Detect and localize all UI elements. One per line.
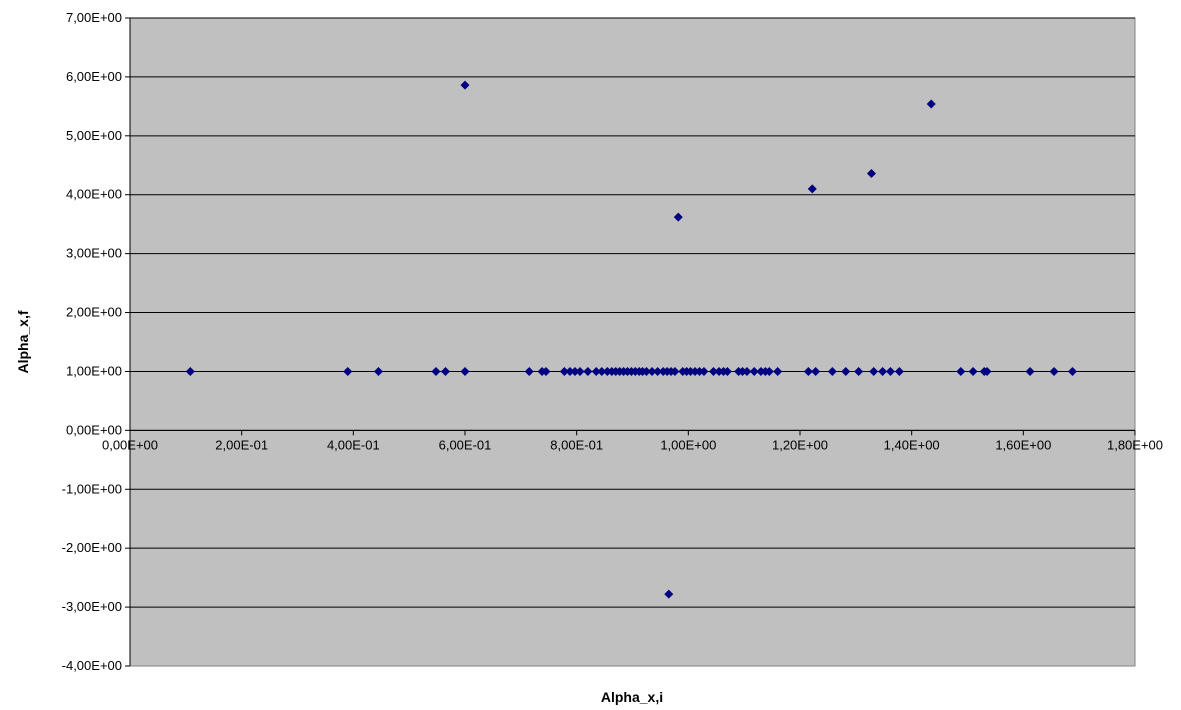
y-tick-label: -1,00E+00 xyxy=(62,481,122,496)
data-point xyxy=(343,366,353,376)
data-point xyxy=(764,366,774,376)
data-point xyxy=(1049,366,1059,376)
data-point xyxy=(699,366,709,376)
x-tick-label: 1,80E+00 xyxy=(1107,437,1163,452)
y-tick-label: 1,00E+00 xyxy=(66,363,122,378)
x-tick-label: 4,00E-01 xyxy=(327,437,380,452)
data-point xyxy=(373,366,383,376)
data-point xyxy=(803,366,813,376)
data-point xyxy=(460,80,470,90)
data-point xyxy=(559,366,569,376)
y-tick-label: 3,00E+00 xyxy=(66,246,122,261)
data-point xyxy=(664,589,674,599)
y-tick-label: 5,00E+00 xyxy=(66,128,122,143)
data-point xyxy=(565,366,575,376)
x-axis-ticks: 0,00E+00 2,00E-01 4,00E-01 6,00E-01 8,00E-01… xyxy=(102,429,1163,452)
data-point xyxy=(885,366,895,376)
x-tick-label: 1,60E+00 xyxy=(995,437,1051,452)
data-point xyxy=(894,366,904,376)
data-point xyxy=(807,184,817,194)
x-tick-label: 6,00E-01 xyxy=(439,437,492,452)
x-tick-label: 0,00E+00 xyxy=(102,437,158,452)
data-point xyxy=(670,366,680,376)
data-point xyxy=(597,366,607,376)
data-point xyxy=(575,366,585,376)
data-point xyxy=(982,366,992,376)
y-tick-label: 6,00E+00 xyxy=(66,69,122,84)
data-point xyxy=(431,366,441,376)
data-point xyxy=(968,366,978,376)
data-point xyxy=(811,366,821,376)
x-tick-label: 1,40E+00 xyxy=(884,437,940,452)
data-point xyxy=(1067,366,1077,376)
data-point xyxy=(749,366,759,376)
data-point xyxy=(841,366,851,376)
data-point xyxy=(647,366,657,376)
plot-area xyxy=(129,17,1136,667)
data-point xyxy=(570,366,580,376)
data-point xyxy=(827,366,837,376)
data-point xyxy=(1025,366,1035,376)
data-point xyxy=(708,366,718,376)
x-tick-label: 2,00E-01 xyxy=(215,437,268,452)
data-point xyxy=(583,366,593,376)
data-point xyxy=(878,366,888,376)
data-point xyxy=(722,366,732,376)
data-point xyxy=(956,366,966,376)
data-point xyxy=(641,366,651,376)
data-point xyxy=(541,366,551,376)
x-axis-title: Alpha_x,i xyxy=(601,689,663,705)
data-point xyxy=(742,366,752,376)
data-point xyxy=(460,366,470,376)
y-tick-label: -3,00E+00 xyxy=(62,599,122,614)
data-point xyxy=(773,366,783,376)
y-axis-title: Alpha_x,f xyxy=(15,310,31,373)
data-point xyxy=(926,99,936,109)
x-tick-label: 1,00E+00 xyxy=(660,437,716,452)
data-point xyxy=(869,366,879,376)
data-points xyxy=(185,80,1077,599)
data-point xyxy=(866,169,876,179)
data-point xyxy=(591,366,601,376)
y-tick-label: -2,00E+00 xyxy=(62,540,122,555)
y-tick-label: 2,00E+00 xyxy=(66,305,122,320)
y-tick-label: -4,00E+00 xyxy=(62,658,122,673)
data-point xyxy=(185,366,195,376)
data-point xyxy=(854,366,864,376)
data-point xyxy=(440,366,450,376)
x-tick-label: 1,20E+00 xyxy=(772,437,828,452)
y-tick-label: 0,00E+00 xyxy=(66,422,122,437)
y-axis-ticks: -4,00E+00 -3,00E+00 -2,00E+00 -1,00E+00 0,00… xyxy=(62,10,130,673)
y-tick-label: 7,00E+00 xyxy=(66,10,122,25)
y-tick-label: 4,00E+00 xyxy=(66,187,122,202)
data-point xyxy=(524,366,534,376)
data-point xyxy=(673,212,683,222)
data-point xyxy=(653,366,663,376)
x-tick-label: 8,00E-01 xyxy=(550,437,603,452)
